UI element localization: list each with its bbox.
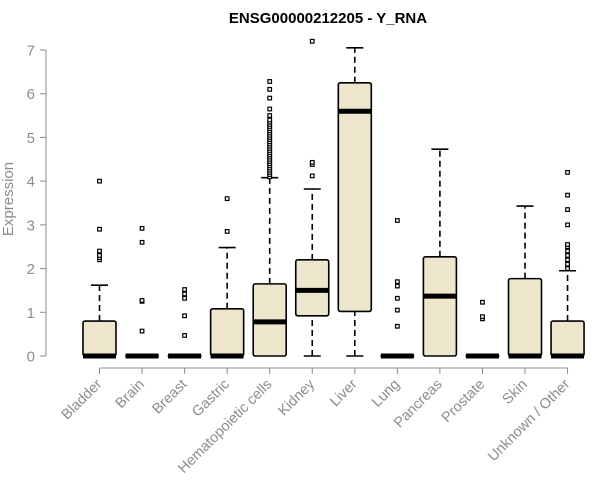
box-group	[294, 38, 330, 357]
outlier-point	[394, 307, 400, 313]
outlier-point	[182, 295, 188, 301]
outlier-point	[394, 279, 400, 285]
box	[82, 320, 117, 357]
y-tick-label: 5	[27, 130, 35, 147]
outlier-point	[394, 283, 400, 289]
outlier-point	[139, 225, 145, 231]
outlier-point	[565, 192, 570, 198]
x-tick-label: Brain	[113, 377, 148, 412]
outlier-point	[565, 242, 570, 247]
outlier-point	[394, 295, 400, 301]
y-tick-label: 4	[27, 174, 35, 191]
x-tick-label: Prostate	[439, 377, 488, 426]
x-tick-label: Bladder	[59, 376, 106, 423]
y-tick-label: 7	[27, 43, 35, 60]
x-tick-label: Breast	[149, 377, 190, 418]
outlier-point	[97, 253, 102, 258]
box-group	[209, 196, 245, 359]
outlier-point	[182, 287, 188, 292]
outlier-point	[565, 222, 570, 228]
box-group	[422, 148, 458, 357]
axes: 0 1 2 3 4 5 6 7	[27, 43, 569, 374]
box-group	[507, 205, 543, 359]
outlier-point	[480, 299, 485, 305]
outlier-point	[309, 173, 315, 179]
box	[550, 320, 585, 357]
x-tick-label: Liver	[327, 376, 361, 410]
outlier-point	[97, 178, 102, 184]
outlier-point	[182, 333, 188, 338]
x-tick-label: Skin	[500, 377, 531, 408]
box	[294, 259, 330, 317]
y-tick-label: 3	[27, 217, 35, 234]
boxes	[82, 38, 585, 359]
box	[209, 307, 245, 357]
x-tick-label: Lung	[369, 377, 403, 411]
outlier-point	[394, 323, 400, 329]
outlier-point	[565, 207, 570, 212]
outlier-point	[224, 196, 230, 202]
x-tick-label: Unknown / Other	[485, 376, 573, 464]
outlier-point	[139, 328, 145, 334]
y-axis-label: Expression	[0, 162, 17, 236]
outlier-point	[565, 248, 570, 254]
outlier-point	[565, 257, 570, 263]
outlier-point	[97, 226, 102, 232]
outlier-point	[267, 95, 273, 101]
outlier-point	[267, 106, 273, 112]
box	[422, 255, 458, 357]
outlier-point	[182, 313, 188, 319]
box	[507, 277, 543, 357]
box-group	[167, 287, 202, 359]
box-group	[550, 170, 585, 359]
y-tick-label: 6	[27, 86, 35, 103]
outlier-point	[267, 113, 273, 118]
outlier-point	[139, 239, 145, 245]
box-group	[465, 299, 500, 359]
outlier-point	[309, 38, 315, 44]
box-group	[124, 225, 160, 359]
chart-title: ENSG00000212205 - Y_RNA	[229, 10, 427, 27]
y-tick-label: 2	[27, 261, 35, 278]
box-group	[337, 47, 373, 357]
outlier-point	[565, 170, 570, 175]
outlier-point	[139, 298, 145, 303]
x-tick-label: Kidney	[275, 376, 318, 419]
outlier-point	[565, 266, 570, 271]
outlier-point	[565, 261, 570, 267]
outlier-point	[97, 248, 102, 254]
outlier-point	[309, 159, 315, 165]
outlier-point	[565, 253, 570, 258]
box	[337, 81, 373, 313]
box-group	[252, 79, 287, 357]
outlier-point	[224, 229, 230, 234]
y-tick-label: 1	[27, 305, 35, 322]
outlier-point	[267, 117, 273, 123]
outlier-point	[480, 314, 485, 320]
outlier-point	[394, 218, 400, 223]
box-group	[380, 218, 415, 359]
outlier-point	[182, 291, 188, 297]
box-group	[82, 178, 117, 359]
outlier-point	[267, 79, 273, 84]
y-tick-label: 0	[27, 349, 35, 366]
outlier-point	[267, 86, 273, 92]
